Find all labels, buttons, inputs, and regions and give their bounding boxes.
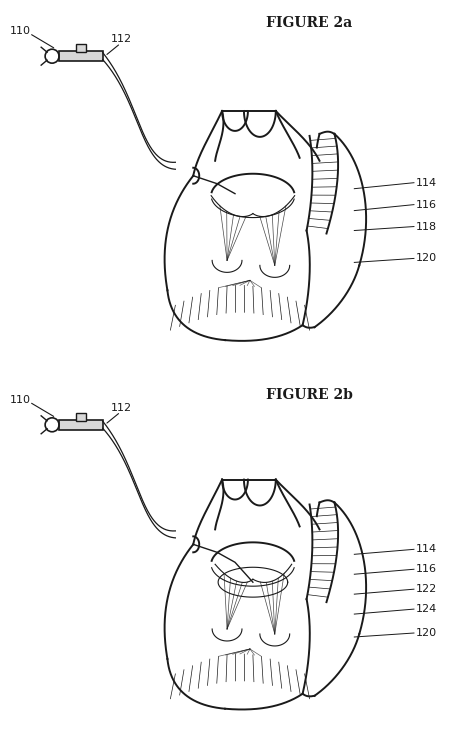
Text: 114: 114	[416, 178, 437, 187]
Text: FIGURE 2a: FIGURE 2a	[266, 16, 353, 30]
Text: 122: 122	[416, 584, 437, 594]
Text: 112: 112	[111, 34, 132, 44]
Text: 110: 110	[9, 395, 30, 405]
Text: 116: 116	[416, 199, 437, 210]
Text: 114: 114	[416, 545, 437, 554]
Text: 110: 110	[9, 26, 30, 36]
Bar	[59, 51, 103, 62]
Text: 124: 124	[416, 604, 437, 614]
Bar	[76, 44, 86, 52]
Text: 112: 112	[111, 403, 132, 413]
Text: FIGURE 2b: FIGURE 2b	[266, 388, 353, 402]
Text: 120: 120	[416, 253, 437, 263]
Text: 118: 118	[416, 222, 437, 231]
Text: 116: 116	[416, 564, 437, 574]
Text: 120: 120	[416, 628, 437, 638]
Bar	[76, 413, 86, 421]
Bar	[59, 420, 103, 430]
